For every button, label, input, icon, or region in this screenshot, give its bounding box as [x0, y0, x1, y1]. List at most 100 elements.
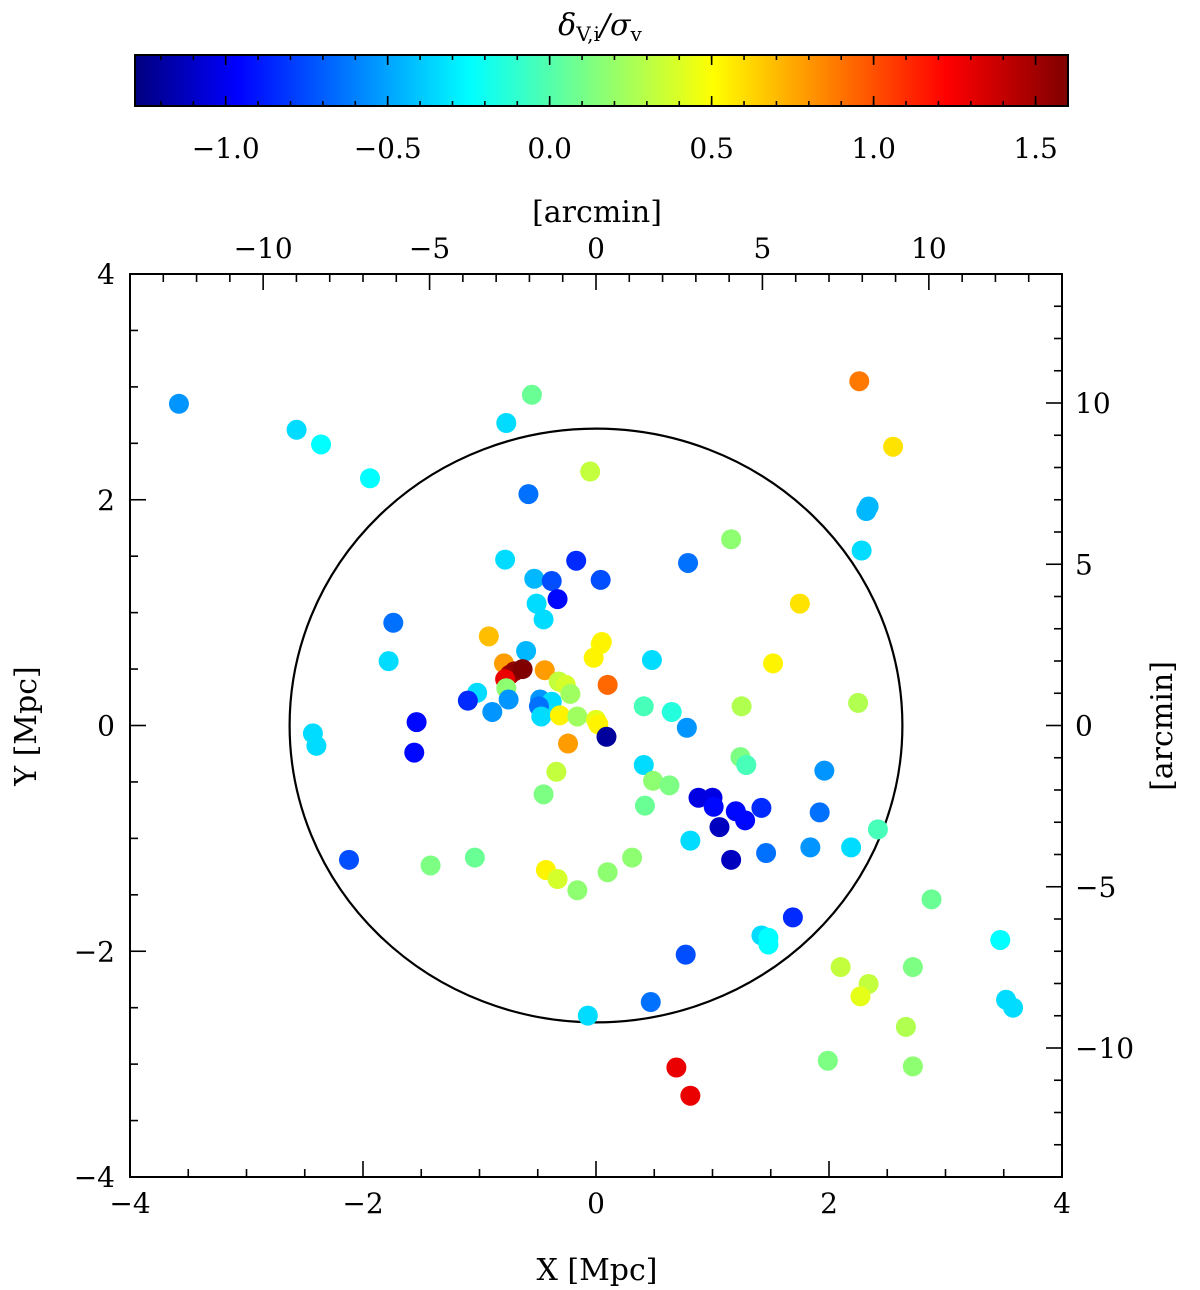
data-point: [577, 1005, 598, 1026]
data-point: [849, 371, 870, 392]
data-point: [763, 653, 784, 674]
data-point: [731, 696, 752, 717]
data-point: [567, 880, 588, 901]
colorbar-ticks: −1.0 −0.5 0.0 0.5 1.0 1.5: [160, 55, 1069, 165]
data-point: [457, 690, 478, 711]
top-tick-label: 0: [587, 232, 605, 265]
data-point: [675, 944, 696, 965]
data-point: [583, 647, 604, 668]
data-point: [549, 705, 570, 726]
top-tick-label: 5: [754, 232, 772, 265]
data-point: [560, 683, 581, 704]
axis-ticks: −4−4 −2 −2 0 0 2 2 4 4 −10 −10 −5 −5 0 0 5 5 10 10: [74, 232, 1134, 1220]
data-point: [830, 957, 851, 978]
x-tick-label: 0: [587, 1187, 605, 1220]
right-tick-label: 0: [1075, 710, 1093, 743]
y-axis-title: Y [Mpc]: [9, 666, 44, 786]
data-point: [850, 986, 871, 1007]
data-point: [758, 934, 779, 955]
x-tick-label: −4: [109, 1187, 150, 1220]
data-point: [867, 819, 888, 840]
top-tick-label: −10: [234, 232, 293, 265]
x-tick-label: 4: [1053, 1187, 1071, 1220]
y-tick-label: 0: [97, 710, 115, 743]
data-point: [496, 412, 517, 433]
y-tick-label: 4: [97, 258, 115, 291]
data-point: [498, 689, 519, 710]
data-point: [841, 837, 862, 858]
right-tick-label: 5: [1075, 548, 1093, 581]
colorbar-tick-label: 1.5: [1013, 132, 1058, 165]
data-point: [546, 761, 567, 782]
data-point: [534, 660, 555, 681]
data-point: [666, 1057, 687, 1078]
data-point: [721, 849, 742, 870]
data-point: [634, 795, 655, 816]
data-point: [306, 735, 327, 756]
top-tick-label: 10: [911, 232, 947, 265]
data-point: [641, 650, 662, 671]
y-tick-label: 2: [97, 484, 115, 517]
right-tick-label: 10: [1075, 387, 1111, 420]
data-point: [622, 847, 643, 868]
data-point: [680, 1085, 701, 1106]
colorbar-tick-label: −0.5: [354, 132, 422, 165]
data-point: [531, 706, 552, 727]
data-point: [640, 992, 661, 1013]
data-point: [383, 612, 404, 633]
data-point: [580, 461, 601, 482]
data-point: [311, 434, 332, 455]
data-point: [524, 568, 545, 589]
x-tick-label: 2: [820, 1187, 838, 1220]
data-point: [676, 717, 697, 738]
data-point: [817, 1050, 838, 1071]
data-point: [782, 907, 803, 928]
data-point: [858, 496, 879, 517]
data-point: [521, 384, 542, 405]
data-point: [547, 589, 568, 610]
right-tick-label: −10: [1075, 1032, 1134, 1065]
data-point: [736, 755, 757, 776]
data-point: [339, 849, 360, 870]
data-point: [590, 569, 611, 590]
top-axis-title: [arcmin]: [532, 195, 662, 230]
data-point: [533, 609, 554, 630]
data-point: [851, 540, 872, 561]
data-point: [286, 419, 307, 440]
data-point: [756, 843, 777, 864]
data-point: [597, 862, 618, 883]
data-point: [533, 784, 554, 805]
data-point: [990, 929, 1011, 950]
data-point: [547, 869, 568, 890]
data-point: [464, 847, 485, 868]
data-point: [735, 810, 756, 831]
data-point: [478, 626, 499, 647]
data-point: [420, 855, 441, 876]
data-point: [709, 817, 730, 838]
data-point: [800, 837, 821, 858]
data-point: [518, 484, 539, 505]
data-point: [751, 797, 772, 818]
data-point: [721, 529, 742, 550]
data-point: [1003, 997, 1024, 1018]
colorbar-tick-label: 0.0: [527, 132, 572, 165]
right-axis-title: [arcmin]: [1145, 661, 1180, 791]
data-point: [809, 802, 830, 823]
data-points: [168, 371, 1024, 1106]
radius-circle: [288, 427, 904, 1024]
x-tick-label: −2: [342, 1187, 383, 1220]
data-point: [526, 593, 547, 614]
right-tick-label: −5: [1075, 871, 1116, 904]
data-point: [661, 701, 682, 722]
data-point: [359, 468, 380, 489]
data-point: [789, 593, 810, 614]
data-point: [633, 755, 654, 776]
data-point: [495, 549, 516, 570]
colorbar-tick-label: −1.0: [192, 132, 260, 165]
data-point: [902, 1056, 923, 1077]
data-point: [848, 692, 869, 713]
data-point: [633, 696, 654, 717]
data-point: [680, 830, 701, 851]
data-point: [688, 787, 709, 808]
data-point: [558, 733, 579, 754]
